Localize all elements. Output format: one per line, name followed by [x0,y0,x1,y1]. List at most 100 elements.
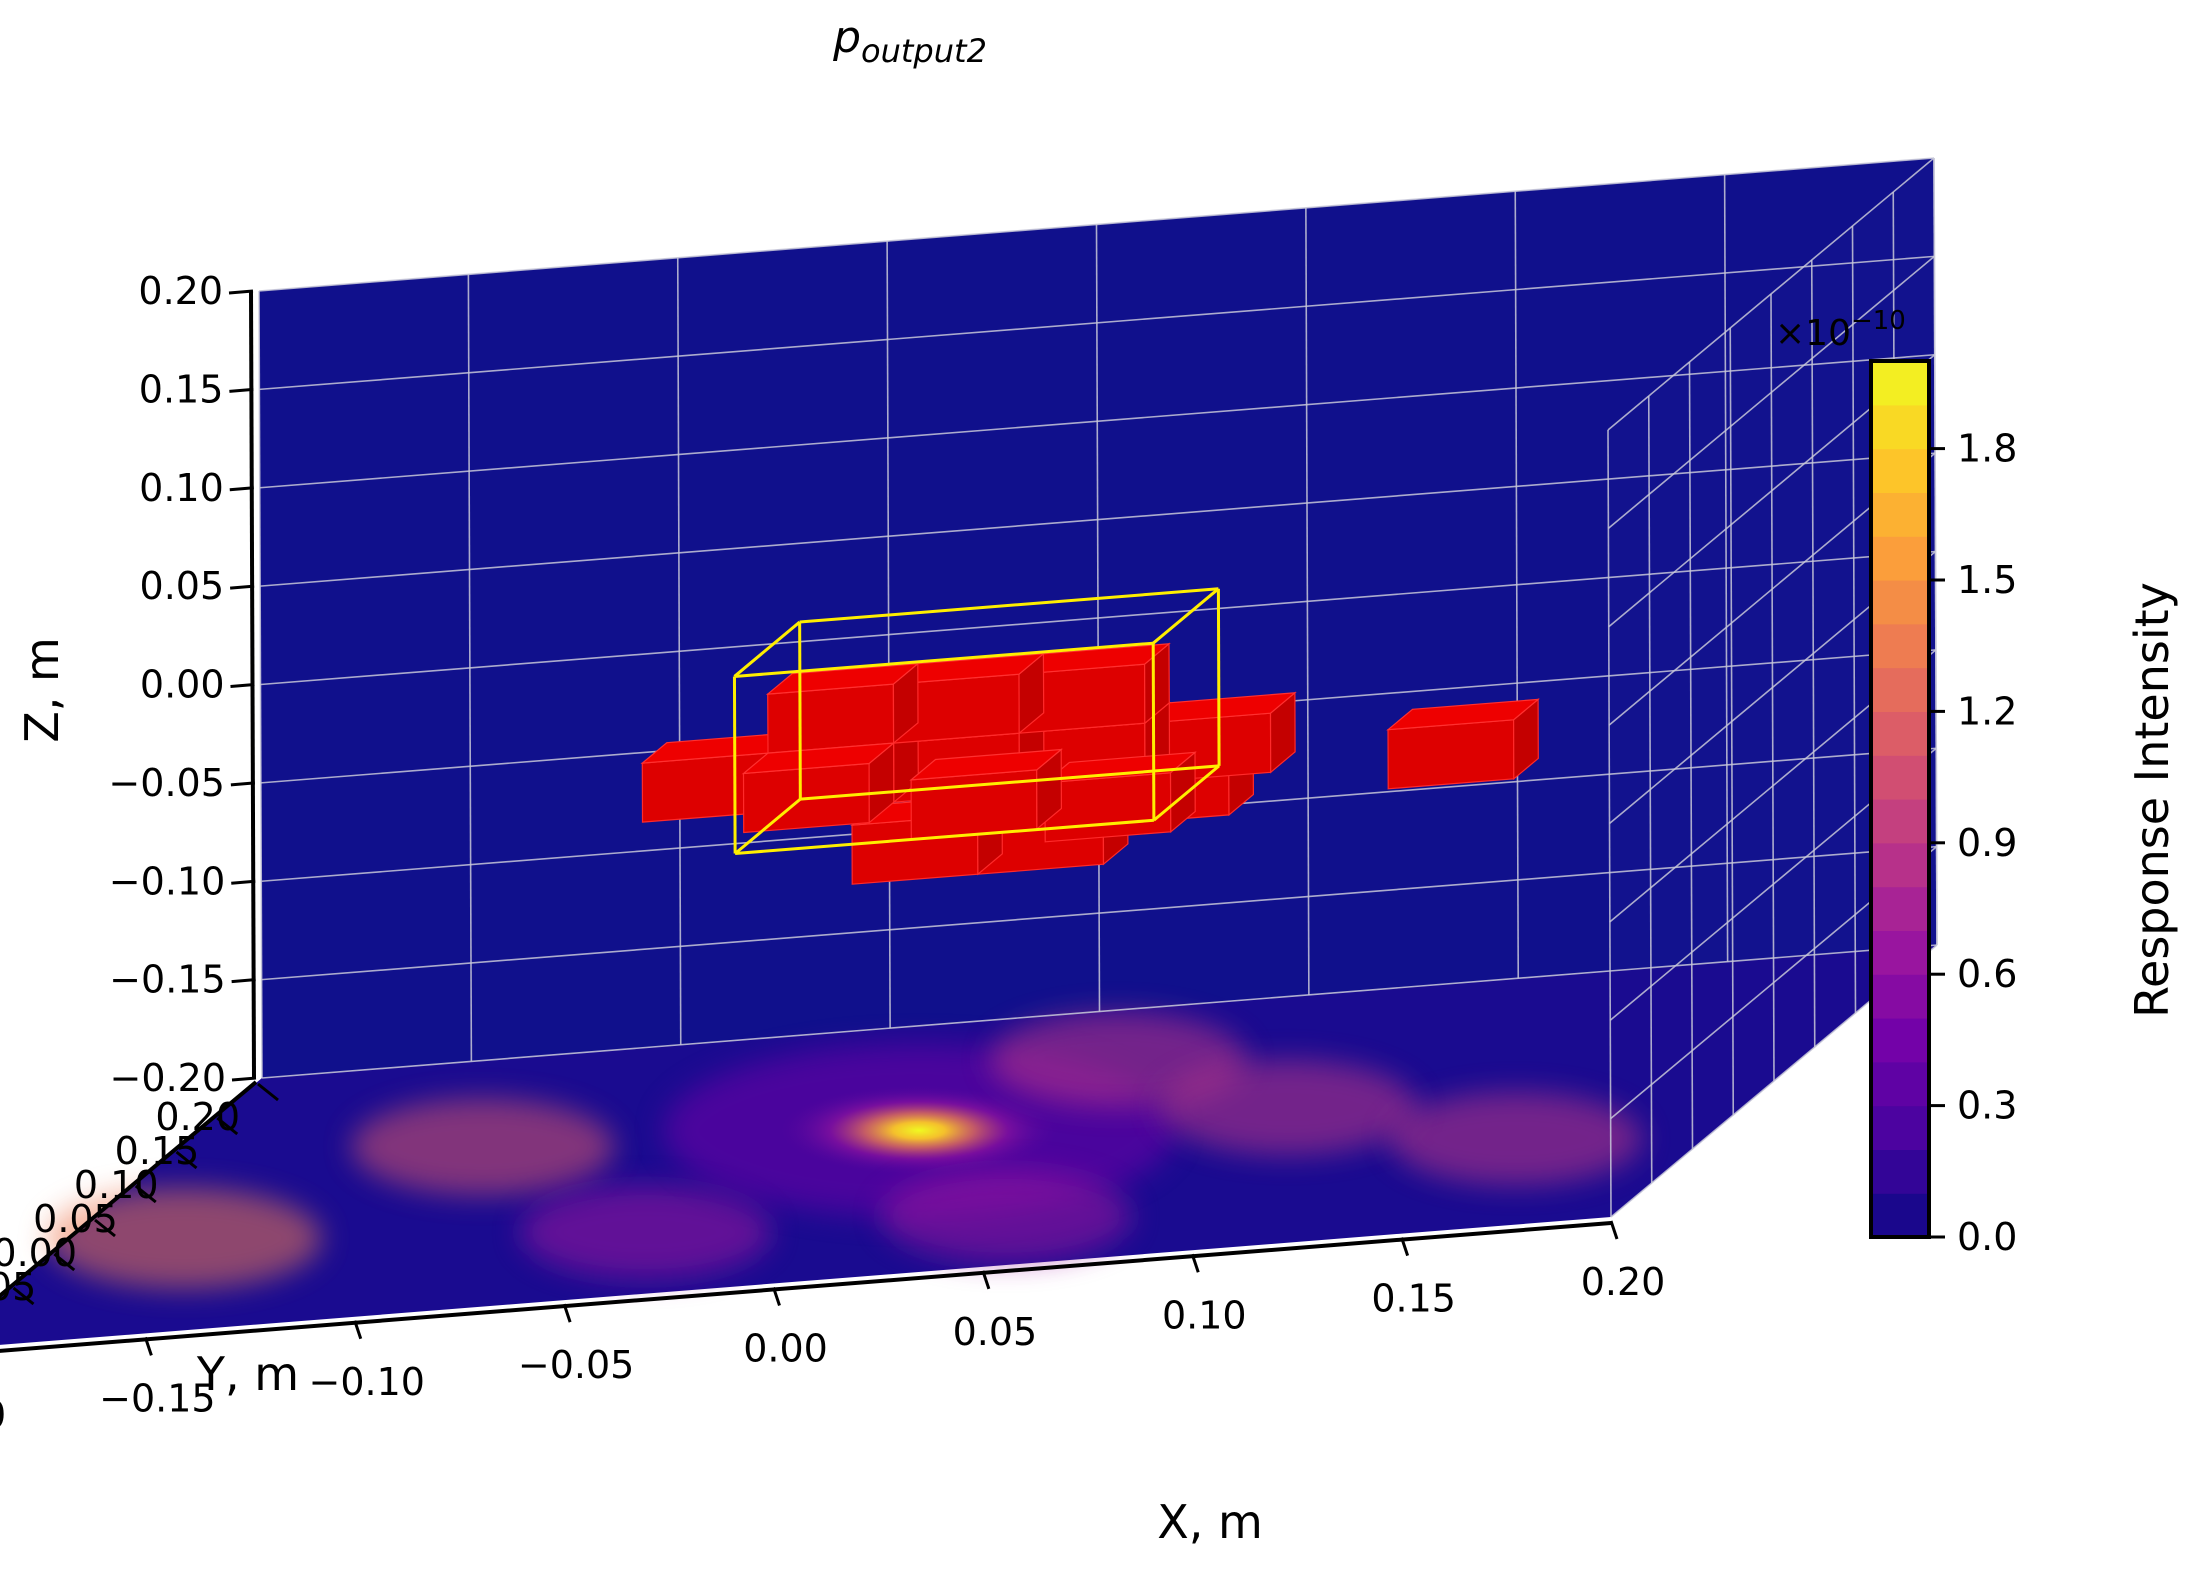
bounding-box-edge [734,797,802,855]
colorbar-band [1871,1193,1929,1238]
y-tick-label: 0.15 [115,1129,200,1173]
voxel-front-face [1044,772,1172,843]
y-axis-line [0,1080,258,1299]
colorbar-band [1871,755,1929,800]
voxel-top-face [765,662,920,695]
x-tick-label: 0.00 [743,1327,828,1371]
colorbar-tick-label: 1.8 [1957,427,2017,471]
colorbar-label: Response Intensity [2125,582,2179,1018]
bounding-box-edge [735,818,1154,856]
grid-line [1607,157,1935,431]
grid-line [1723,174,1729,962]
chart-title: poutput2 [832,12,987,70]
colorbar-exponent-power: −10 [1851,306,1906,336]
y-tick-label: 0.20 [155,1095,240,1139]
colorbar-tick-label: 1.5 [1957,558,2017,602]
z-tick-label: 0.05 [140,564,225,608]
x-tick-label: 0.05 [953,1310,1038,1354]
colorbar-frame [1869,359,1931,1239]
grid-line [1933,157,1938,946]
z-tick-label: −0.20 [110,1056,226,1100]
bounding-box-edge [734,641,1154,678]
colorbar-band [1871,361,1929,406]
voxel-cluster [640,642,1540,885]
x-tick-mark [1400,1237,1410,1257]
axis-ticks: −0.20−0.15−0.10−0.050.000.050.100.150.20… [0,269,1665,1437]
x-tick-mark [1190,1253,1200,1273]
colorbar-band [1871,404,1929,450]
grid-line [259,353,1935,489]
z-tick-label: 0.10 [139,466,224,510]
y-tick-mark [216,1116,239,1136]
x-tick-label: −0.05 [518,1343,634,1387]
floor-blob [1389,1091,1643,1186]
colorbar-band [1871,580,1929,625]
z-tick-mark [229,387,254,393]
x-tick-label: −0.20 [0,1393,6,1437]
voxel [1386,698,1540,790]
z-tick-mark [230,781,255,787]
title-subscript: output2 [861,32,987,70]
z-tick-label: 0.00 [140,663,225,707]
z-tick-mark [231,879,256,885]
x-tick-mark [1609,1220,1619,1240]
grid-line [1514,191,1520,979]
voxel-top-face [741,742,896,775]
floor-hotspot [775,1084,1064,1177]
x-axis-label: X, m [1157,1495,1263,1549]
colorbar-band [1871,974,1929,1019]
y-tick-label: −0.05 [0,1265,36,1309]
colorbar-band [1871,536,1929,581]
bounding-box-edge [798,622,802,800]
colorbar-band [1871,930,1929,975]
z-axis-label: Z, m [15,637,69,743]
voxel-front-face [1387,719,1515,790]
grid-line [260,452,1936,587]
y-tick-mark [53,1252,76,1272]
bounding-box [732,587,1221,856]
grid-line [258,157,1935,292]
colorbar-band [1871,1149,1929,1194]
floor-blob [46,1187,322,1289]
floor-blob [351,1098,615,1196]
z-tick-mark [231,978,256,984]
voxel-front-face [910,769,1038,840]
x-tick-mark [772,1287,781,1306]
y-tick-label: 0.05 [33,1197,118,1241]
z-tick-label: 0.15 [139,367,224,411]
z-tick-label: 0.20 [138,269,223,313]
colorbar-band [1871,1018,1929,1063]
colorbar-band [1871,1105,1929,1150]
colorbar-band [1871,711,1929,756]
x-tick-mark [562,1303,572,1323]
colorbar-band [1871,448,1929,493]
colorbar-band [1871,667,1929,712]
colorbar-band [1871,886,1929,931]
colorbar-tick-label: 0.9 [1957,821,2017,865]
floor-blob [880,1169,1132,1263]
voxel [909,748,1064,840]
colorbar-band [1871,1061,1929,1107]
z-tick-mark [229,486,254,492]
z-tick-label: −0.15 [109,958,225,1002]
floor-heatmap [46,1011,1643,1289]
z-tick-mark [231,1076,257,1082]
colorbar-ticks: 0.0 0.3 0.6 0.9 1.2 1.5 1.8 [1929,427,2017,1259]
colorbar-tick-label: 1.2 [1957,689,2017,733]
colorbar-band [1871,623,1929,669]
y-axis-label: Y, m [196,1347,299,1401]
title-base: p [832,12,861,63]
x-tick-label: 0.10 [1162,1293,1247,1337]
grid-line [1851,225,1857,1014]
y-tick-mark [12,1286,35,1306]
colorbar-band [1871,492,1929,537]
y-tick-mark [134,1184,157,1204]
y-tick-label: 0.00 [0,1231,77,1275]
y-tick-mark [175,1150,198,1170]
grid-line [1810,259,1816,1048]
colorbar-tick-label: 0.6 [1957,952,2017,996]
bounding-box-edge [1152,764,1221,822]
bounding-box-edge [732,676,737,854]
